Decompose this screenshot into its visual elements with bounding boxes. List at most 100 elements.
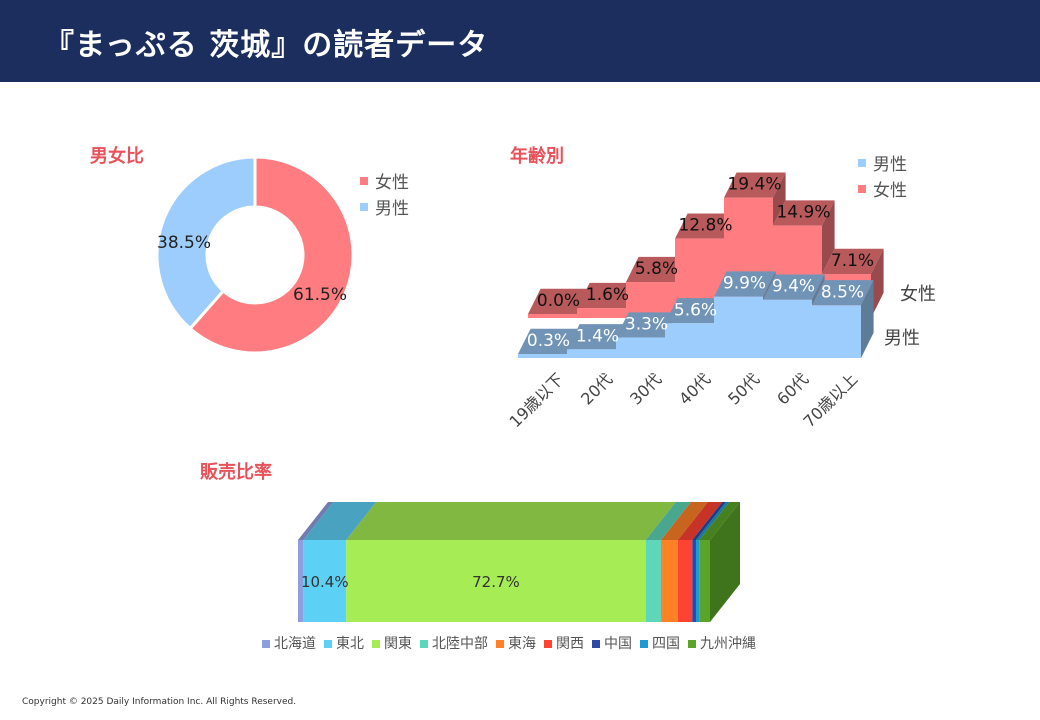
depth-label-female: 女性 [900,284,936,305]
male-row-label-6: 8.5% [821,282,864,302]
age-tick-4: 50代 [724,369,763,408]
sales-legend-item-8: 九州沖縄 [688,636,756,652]
sales-legend-label-4: 東海 [508,636,536,652]
legend-swatch-male [858,159,866,167]
male-row-top-1 [567,324,629,350]
female-row-label-4: 19.4% [727,175,781,195]
sales-label-2: 72.7% [472,573,520,591]
female-row-label-3: 12.8% [678,216,732,236]
donut-slice-0 [188,155,355,355]
male-row-label-2: 3.3% [625,315,668,335]
sales-bar-8 [699,540,710,622]
male-row-top-3 [665,298,727,324]
male-row-top-5 [763,274,825,300]
sales-legend-swatch-1 [324,640,332,648]
sales-legend-label-1: 東北 [336,636,364,652]
male-row-bar-4 [714,296,763,358]
male-row-label-5: 9.4% [772,277,815,297]
donut-slice-1 [155,155,257,331]
sales-top-8 [699,502,740,540]
donut-label-female: 61.5% [293,285,347,305]
sales-legend-swatch-7 [640,640,648,648]
sales-bar-7 [695,540,700,622]
sales-top-5 [677,502,723,540]
sales-top-6 [692,502,726,540]
sales-bar-2 [346,540,646,622]
header-bar: 『まっぷる 茨城』の読者データ [0,0,1040,82]
female-row-side-6 [871,248,884,318]
male-row-bar-2 [616,337,665,358]
sales-legend-item-0: 北海道 [262,636,316,652]
copyright-text: Copyright © 2025 Daily Information Inc. … [22,697,297,707]
age-tick-5: 60代 [773,369,812,408]
male-row-bar-5 [763,299,812,358]
female-row-label-5: 14.9% [776,203,830,223]
gender-donut-chart: 61.5% 38.5% [155,155,355,355]
age-chart-title: 年齢別 [510,146,564,167]
sales-3d-bar-chart: 10.4% 72.7% [298,502,740,622]
female-row-label-1: 1.6% [586,285,629,305]
male-row-side-6 [861,280,874,358]
legend-swatch-female [360,177,368,185]
male-row-top-4 [714,271,776,297]
age-tick-6: 70歳以上 [800,369,862,431]
sales-legend: 北海道 東北 関東 北陸中部 東海 関西 中国 四国 九州沖縄 [262,633,764,653]
female-row-label-2: 5.8% [635,259,678,279]
sales-bar-0 [298,540,304,622]
sales-legend-swatch-2 [372,640,380,648]
sales-top-7 [695,502,730,540]
age-tick-2: 30代 [626,369,665,408]
gender-chart-title: 男女比 [90,146,144,167]
sales-legend-swatch-5 [544,640,552,648]
depth-label-male: 男性 [884,328,920,349]
female-row-side-4 [773,172,786,226]
donut-label-male: 38.5% [157,233,211,253]
sales-legend-item-6: 中国 [592,636,632,652]
female-row-top-4 [724,172,786,198]
sales-legend-swatch-6 [592,640,600,648]
sales-legend-item-4: 東海 [496,636,536,652]
male-row-side-4 [763,271,776,300]
female-row-top-6 [822,248,884,274]
female-row-top-0 [528,288,590,314]
gender-legend-male: 男性 [360,194,409,219]
male-row-label-3: 5.6% [674,300,717,320]
female-row-top-1 [577,282,639,309]
age-tick-3: 40代 [675,369,714,408]
male-row-top-2 [616,312,678,338]
sales-top-2 [346,502,676,540]
sales-label-1: 10.4% [301,573,349,591]
legend-swatch-male [360,203,368,211]
sales-top-1 [303,502,377,540]
sales-legend-swatch-8 [688,640,696,648]
male-row-top-0 [518,328,580,354]
sales-bar-3 [645,540,661,622]
female-row-label-0: 0.0% [537,291,580,311]
sales-legend-item-2: 関東 [372,636,412,652]
female-row-top-2 [626,256,688,283]
male-row-side-5 [812,274,825,306]
age-tick-0: 19歳以下 [506,369,568,431]
sales-bar-5 [677,540,693,622]
sales-legend-label-7: 四国 [652,636,680,652]
sales-legend-swatch-4 [496,640,504,648]
female-row-side-5 [822,200,835,274]
age-3d-chart: 0.0% 1.6% 5.8% 12.8% 19.4% 14.9% 7.1% 0.3% 1.4% 3… [506,172,936,431]
female-row-label-6: 7.1% [831,251,874,271]
sales-legend-item-5: 関西 [544,636,584,652]
sales-legend-swatch-3 [420,640,428,648]
sales-bar-4 [660,540,678,622]
female-row-top-5 [773,200,835,226]
legend-swatch-female [858,185,866,193]
male-row-label-0: 0.3% [527,331,570,351]
sales-legend-item-7: 四国 [640,636,680,652]
sales-chart-title: 販売比率 [200,462,272,483]
age-legend-male: 男性 [858,150,907,175]
female-row-top-3 [675,213,737,239]
female-row-bar-0 [528,314,577,318]
sales-legend-label-0: 北海道 [274,636,316,652]
sales-legend-label-5: 関西 [556,636,584,652]
sales-bar-1 [303,540,347,622]
male-row-bar-6 [812,305,861,358]
sales-legend-label-3: 北陸中部 [432,636,488,652]
